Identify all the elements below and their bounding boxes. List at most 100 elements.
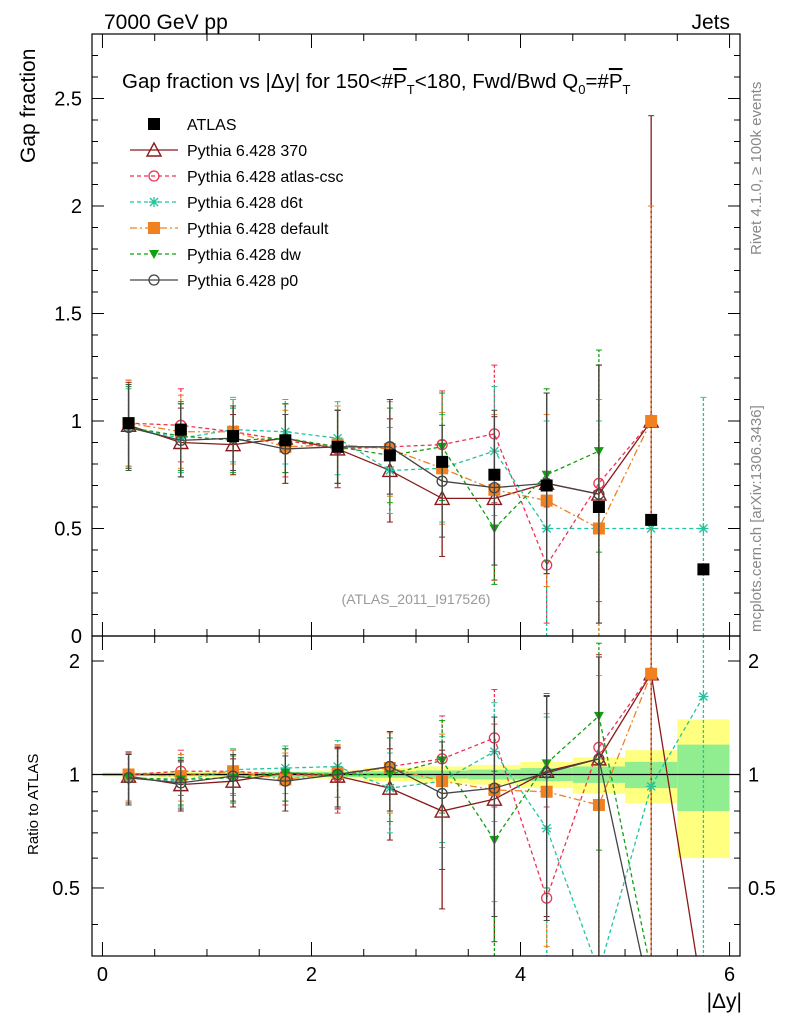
legend-label: Pythia 6.428 atlas-csc [187,169,344,186]
legend-entry-atlas: ATLAS [148,117,237,134]
series-line-1 [128,420,652,567]
legend-label: Pythia 6.428 d6t [187,195,303,212]
data-point [540,767,553,779]
series-line-5 [128,426,600,495]
data-point [227,770,239,782]
ratio-frame [91,635,741,957]
x-tick-label: 4 [515,964,526,986]
ratio-panel: 0.5 0.5 1 1 2 2 0 2 4 6 Ratio to ATLAS |Δy| [25,635,776,1013]
plot-title: Gap fraction vs |Δy| for 150<#PT<180, Fw… [122,70,631,97]
watermark-label: (ATLAS_2011_I917526) [342,591,491,607]
ratio-y-tick-label-left: 2 [69,651,80,673]
data-point [175,777,187,789]
data-point [436,475,448,487]
data-point [698,691,709,702]
y-tick-label: 2 [71,196,82,218]
series-4 [123,349,604,585]
x-tick-label: 2 [306,964,317,986]
data-point [436,787,448,800]
legend-marker [148,170,160,182]
title-part-h: =# [585,70,609,93]
data-point [331,768,344,781]
atlas-point [383,449,396,462]
title-part-c: y| for 150<# [285,70,394,93]
x-tick-label: 0 [97,964,108,986]
data-point [593,488,605,500]
data-point [645,415,658,427]
legend-label: Pythia 6.428 p0 [187,273,298,290]
ratio-y-axis-label: Ratio to ATLAS [25,754,42,855]
legend: ATLAS Pythia 6.428 370 Pythia 6.428 atlas-… [130,117,344,290]
atlas-point [645,513,658,526]
legend-entry-0: Pythia 6.428 370 [130,141,307,160]
legend-entry-4: Pythia 6.428 dw [130,247,301,264]
atlas-point [436,455,449,468]
legend-entry-5: Pythia 6.428 p0 [130,273,298,290]
atlas-point [697,563,710,576]
title-part-i: P [609,70,623,93]
title-part-a: Gap fraction vs | [122,70,271,93]
energy-label: 7000 GeV pp [104,11,228,34]
ratio-y-tick-label-right: 2 [748,651,759,673]
y-tick-label: 0.5 [54,519,82,541]
data-point [384,760,396,773]
legend-marker [148,274,160,286]
ratio-y-tick-label-left: 1 [69,764,80,786]
legend-entry-1: Pythia 6.428 atlas-csc [130,169,344,186]
legend-label: Pythia 6.428 dw [187,247,301,264]
ratio-y-tick-label-left: 0.5 [52,878,80,900]
legend-marker [149,250,159,259]
data-point [279,775,292,787]
data-point [593,753,605,765]
atlas-point [488,468,501,481]
title-part-e: T [407,82,415,97]
data-point [488,782,501,794]
series-5 [122,656,656,1006]
data-point [122,772,135,784]
legend-label: ATLAS [187,117,237,134]
rivet-version-label: Rivet 4.1.0, ≥ 100k events [748,82,765,255]
data-point [698,523,709,534]
legend-label: Pythia 6.428 default [187,221,329,238]
legend-entry-2: Pythia 6.428 d6t [130,195,303,212]
process-label: Jets [691,11,730,34]
legend-entry-3: Pythia 6.428 default [130,221,329,238]
series-line-3 [128,673,652,806]
series-0 [120,115,660,636]
y-tick-label: 1.5 [54,304,82,326]
y-tick-label: 0 [71,626,82,648]
legend-marker [145,141,163,157]
series-line-4 [128,426,600,530]
x-axis-label: |Δy| [707,990,742,1013]
data-point [645,667,658,680]
title-part-b: Δ [271,70,285,93]
atlas-data [122,417,710,576]
series-line-2 [128,696,704,956]
data-point [488,481,501,494]
atlas-point [279,434,292,447]
legend-marker [148,118,160,130]
legend-marker [148,222,160,234]
series-5 [122,364,605,624]
atlas-point [331,440,344,453]
legend-marker [149,197,159,207]
ratio-y-tick-label-right: 1 [748,764,759,786]
series-line-2 [128,426,704,530]
data-point [594,967,604,977]
data-point [646,996,656,1006]
title-part-j: T [623,82,631,97]
uncertainty-bands [102,719,730,859]
x-tick-label: 6 [724,964,735,986]
data-point [646,968,656,977]
atlas-point [592,501,605,513]
y-tick-label: 1 [71,411,82,433]
legend-label: Pythia 6.428 370 [187,143,307,160]
title-part-g: 0 [578,82,585,97]
mcplots-label: mcplots.cern.ch [arXiv:1306.3436] [748,405,765,632]
ratio-y-tick-label-right: 0.5 [748,878,776,900]
main-panel: 0 0.5 1 1.5 2 2.5 Gap fraction vs |Δy| for 15… [17,33,741,648]
main-y-axis-label: Gap fraction [17,49,40,163]
atlas-point [174,423,187,436]
title-part-f: <180, Fwd/Bwd Q [415,70,579,93]
